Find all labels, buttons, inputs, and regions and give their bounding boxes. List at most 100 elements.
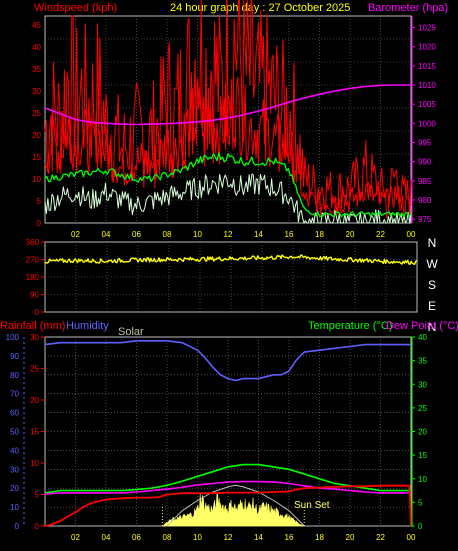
barometer-line <box>44 84 411 126</box>
wind-x-tick-label: 08 <box>163 230 172 239</box>
compass-label: W <box>426 257 438 271</box>
temperature-y-tick-label: 35 <box>418 357 427 366</box>
direction-y-tick-label: 180 <box>26 273 40 282</box>
direction-y-ticks: 0 90 180 270 360 <box>26 238 45 317</box>
temperature-y-tick-label: 0 <box>418 522 423 531</box>
wind-direction-line <box>44 254 418 265</box>
temperature-y-tick-label: 30 <box>418 380 427 389</box>
windspeed-axis-title: Windspeed (kph) <box>34 2 117 14</box>
wind-y-tick-label: 5 <box>37 197 42 206</box>
temperature-x-tick-label: 14 <box>254 533 263 542</box>
direction-y-tick-label: 90 <box>30 291 39 300</box>
rainfall-line <box>44 484 412 527</box>
rainfall-y-ticks: 0 5 10 15 20 25 30 <box>30 333 45 531</box>
temperature-x-ticks: 02 04 06 08 10 12 14 16 18 20 22 00 <box>71 533 416 542</box>
barometer-axis-title: Barometer (hpa) <box>368 2 448 14</box>
humidity-y-tick-label: 80 <box>10 371 19 380</box>
wind-series <box>44 0 412 224</box>
solar-axis-title: Solar <box>118 326 144 338</box>
wind-y-tick-label: 40 <box>32 43 41 52</box>
sunset-annotation: Sun Set <box>294 500 330 511</box>
barometer-y-tick-label: 1010 <box>418 81 436 90</box>
wind-x-tick-label: 12 <box>224 230 233 239</box>
temperature-axis-title: Temperature (°C) <box>308 320 392 332</box>
temperature-panel: 0 10 20 30 40 50 60 70 80 90 100 0 5 10 15 20 25 30 0 5 10… <box>6 333 428 542</box>
wind-y-tick-label: 10 <box>32 175 41 184</box>
humidity-y-tick-label: 10 <box>10 503 19 512</box>
barometer-y-tick-label: 1000 <box>418 119 436 128</box>
wind-y-tick-label: 45 <box>32 21 41 30</box>
wind-x-tick-label: 20 <box>346 230 355 239</box>
rainfall-y-tick-label: 20 <box>30 396 39 405</box>
humidity-line <box>44 339 411 382</box>
humidity-y-tick-label: 50 <box>10 428 19 437</box>
wind-average-line <box>44 152 412 218</box>
barometer-y-tick-label: 975 <box>418 215 432 224</box>
dewpoint-axis-title: Dew Point (°C) <box>386 320 458 332</box>
direction-series <box>44 254 418 265</box>
temperature-x-tick-label: 10 <box>193 533 202 542</box>
wind-y-tick-label: 15 <box>32 153 41 162</box>
temperature-y-tick-label: 40 <box>418 333 427 342</box>
temperature-x-tick-label: 20 <box>346 533 355 542</box>
humidity-y-tick-label: 20 <box>10 484 19 493</box>
compass-label: S <box>428 278 436 292</box>
humidity-y-tick-label: 100 <box>6 333 20 342</box>
wind-x-ticks: 02 04 06 08 10 12 14 16 18 20 22 00 <box>71 230 416 239</box>
rainfall-y-tick-label: 15 <box>30 428 39 437</box>
humidity-y-ticks: 0 10 20 30 40 50 60 70 80 90 100 <box>6 333 25 531</box>
humidity-y-tick-label: 30 <box>10 465 19 474</box>
rainfall-y-tick-label: 30 <box>30 333 39 342</box>
barometer-y-tick-label: 990 <box>418 158 432 167</box>
wind-x-tick-label: 02 <box>71 230 80 239</box>
graph-title: 24 hour graph day : 27 October 2025 <box>170 2 350 14</box>
temperature-x-tick-label: 04 <box>102 533 111 542</box>
temperature-x-tick-label: 06 <box>132 533 141 542</box>
temperature-x-tick-label: 00 <box>407 533 416 542</box>
rainfall-axis-title: Rainfall (mm) <box>0 320 65 332</box>
wind-x-tick-label: 16 <box>285 230 294 239</box>
wind-x-tick-label: 22 <box>376 230 385 239</box>
compass-label: N <box>428 236 437 250</box>
direction-y-tick-label: 360 <box>26 238 40 247</box>
solar-area <box>162 492 305 527</box>
wind-speed-line <box>44 77 412 219</box>
barometer-y-ticks: 975 980 985 990 995 1000 1005 1010 1015 1020 1025 <box>411 16 436 224</box>
wind-y-tick-label: 35 <box>32 65 41 74</box>
barometer-y-tick-label: 985 <box>418 177 432 186</box>
temperature-x-tick-label: 12 <box>224 533 233 542</box>
wind-y-tick-label: 30 <box>32 87 41 96</box>
barometer-y-tick-label: 980 <box>418 196 432 205</box>
humidity-y-tick-label: 40 <box>10 446 19 455</box>
temperature-x-tick-label: 16 <box>285 533 294 542</box>
temperature-y-tick-label: 20 <box>418 428 427 437</box>
compass-label: N <box>428 320 437 334</box>
wind-x-tick-label: 18 <box>315 230 324 239</box>
barometer-y-tick-label: 995 <box>418 139 432 148</box>
temperature-grid <box>45 337 411 526</box>
humidity-y-tick-label: 90 <box>10 352 19 361</box>
temperature-x-tick-label: 08 <box>163 533 172 542</box>
temperature-y-tick-label: 25 <box>418 404 427 413</box>
wind-x-tick-label: 00 <box>407 230 416 239</box>
temperature-series <box>44 339 412 527</box>
rainfall-y-tick-label: 10 <box>30 459 39 468</box>
temperature-y-ticks: 0 5 10 15 20 25 30 35 40 <box>411 333 427 531</box>
humidity-y-tick-label: 70 <box>10 390 19 399</box>
rainfall-y-tick-label: 25 <box>30 365 39 374</box>
barometer-y-tick-label: 1025 <box>418 24 436 33</box>
barometer-y-tick-label: 1015 <box>418 62 436 71</box>
direction-y-tick-label: 270 <box>26 256 40 265</box>
rainfall-y-tick-label: 5 <box>35 491 40 500</box>
wind-y-tick-label: 25 <box>32 109 41 118</box>
direction-y-tick-label: 0 <box>35 308 40 317</box>
rainfall-y-tick-label: 0 <box>35 522 40 531</box>
wind-y-tick-label: 20 <box>32 131 41 140</box>
temperature-y-tick-label: 15 <box>418 451 427 460</box>
wind-x-tick-label: 04 <box>102 230 111 239</box>
barometer-y-tick-label: 1020 <box>418 43 436 52</box>
